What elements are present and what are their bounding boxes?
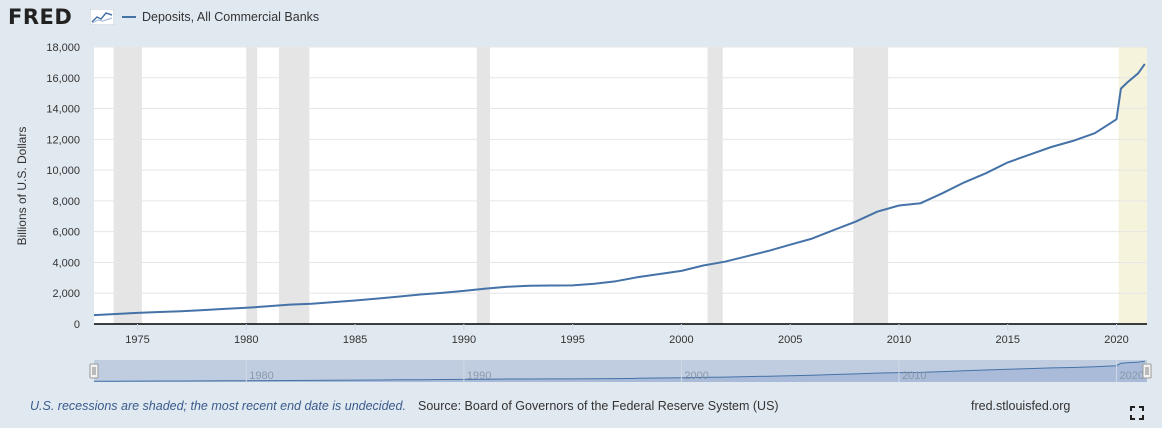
y-tick-label: 14,000 (46, 104, 80, 116)
recession-note: U.S. recessions are shaded; the most rec… (30, 399, 406, 413)
y-tick-label: 6,000 (52, 227, 80, 239)
navigator-right-handle[interactable] (1142, 363, 1152, 379)
navigator-tick-label: 2020 (1120, 370, 1144, 382)
y-axis-label: Billions of U.S. Dollars (15, 127, 29, 246)
x-tick-label: 2010 (887, 334, 911, 346)
navigator-area (94, 361, 1147, 382)
x-tick-label: 1980 (234, 334, 258, 346)
series-line (93, 63, 1146, 317)
legend-label: Deposits, All Commercial Banks (142, 10, 320, 24)
y-tick-label: 8,000 (52, 196, 80, 208)
fred-logo[interactable]: FRED (8, 5, 73, 29)
recession-band (246, 47, 258, 324)
source-url[interactable]: fred.stlouisfed.org (971, 399, 1071, 413)
x-tick-label: 2000 (669, 334, 693, 346)
x-tick-label: 1995 (560, 334, 584, 346)
y-tick-label: 18,000 (46, 42, 80, 54)
recession-band (707, 47, 723, 324)
x-tick-label: 1985 (343, 334, 367, 346)
y-tick-label: 10,000 (46, 165, 80, 177)
y-tick-label: 4,000 (52, 257, 80, 269)
navigator-series (93, 360, 1147, 382)
recession-band (476, 47, 490, 324)
navigator-tick-label: 2010 (902, 370, 926, 382)
y-tick-label: 16,000 (46, 73, 80, 85)
navigator-tick-label: 1990 (467, 370, 491, 382)
navigator-tick-label: 1980 (249, 370, 273, 382)
chart-header: FRED Deposits, All Commercial Banks (0, 0, 1162, 40)
chart: 0 2,000 4,000 6,000 8,000 10,000 12,000 14,000 1… (15, 42, 1152, 382)
chart-legend[interactable]: Deposits, All Commercial Banks (122, 10, 319, 24)
legend-swatch (122, 15, 136, 18)
x-axis-ticks: 1975 1980 1985 1990 1995 2000 2005 2010 2015 2020 (125, 324, 1129, 346)
x-tick-label: 2020 (1104, 334, 1128, 346)
x-tick-label: 1990 (452, 334, 476, 346)
plot-background (94, 47, 1147, 324)
recession-bands (113, 47, 1147, 324)
y-tick-label: 0 (74, 319, 80, 331)
gridlines (94, 46, 1147, 294)
y-tick-label: 12,000 (46, 134, 80, 146)
recession-band (113, 47, 142, 324)
navigator-tick-label: 2000 (684, 370, 708, 382)
navigator-left-handle[interactable] (89, 363, 99, 379)
source-text: Source: Board of Governors of the Federa… (418, 399, 779, 413)
range-navigator[interactable]: 1980 1990 2000 2010 2020 (89, 360, 1152, 382)
recession-band (278, 47, 310, 324)
y-tick-label: 2,000 (52, 288, 80, 300)
line-chart-icon (90, 9, 114, 25)
x-tick-label: 2005 (778, 334, 802, 346)
navigator-selected-range[interactable] (94, 360, 1147, 382)
recession-band (853, 47, 889, 324)
navigator-ticks: 1980 1990 2000 2010 2020 (245, 360, 1144, 382)
series-layer (93, 63, 1146, 317)
recession-band-undecided (1118, 47, 1147, 324)
navigator-line (93, 360, 1145, 382)
y-axis-ticks: 0 2,000 4,000 6,000 8,000 10,000 12,000 14,000 1… (46, 42, 80, 331)
x-tick-label: 1975 (125, 334, 149, 346)
x-tick-label: 2015 (996, 334, 1020, 346)
fullscreen-icon[interactable] (1130, 406, 1144, 420)
